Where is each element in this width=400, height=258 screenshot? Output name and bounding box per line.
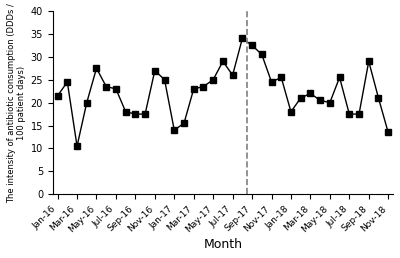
Y-axis label: The intensity of antibiotic consumption (DDDs /
100 patient days): The intensity of antibiotic consumption … <box>7 3 26 203</box>
X-axis label: Month: Month <box>203 238 242 251</box>
